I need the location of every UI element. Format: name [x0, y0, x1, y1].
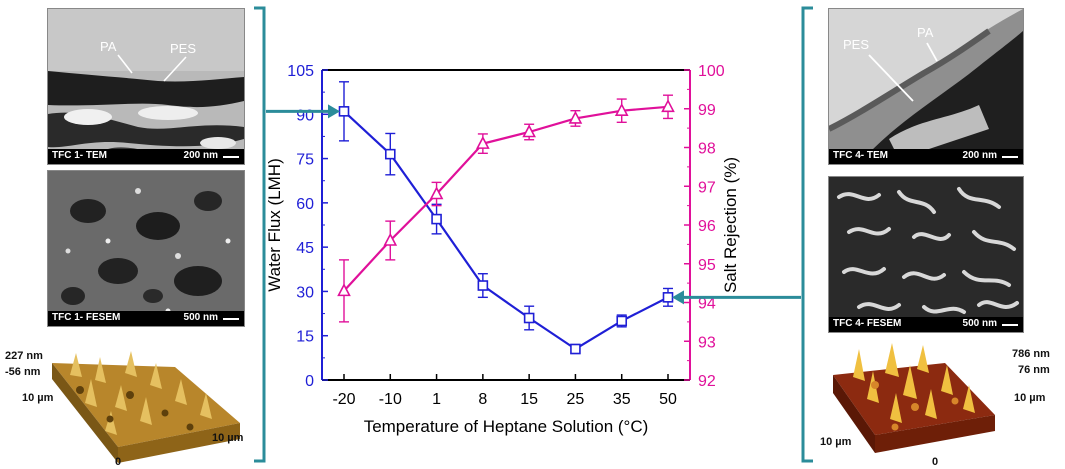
x-tick-label: 50 [659, 391, 677, 408]
pes-label: PES [170, 41, 197, 56]
flux-point [431, 213, 442, 225]
fesem-caption: TFC 4- FESEM 500 nm [829, 317, 1023, 332]
tfc1-afm-surface [52, 351, 240, 463]
tfc1-tem-image: PA PES TFC 1- TEM 200 nm [47, 8, 245, 165]
rejection-point [476, 135, 490, 149]
left-y-tick-label: 105 [287, 63, 314, 80]
tem-texture [829, 9, 1023, 164]
afm-origin-label: 0 [932, 456, 939, 468]
fesem-texture [48, 171, 244, 326]
right-y-tick-label: 99 [698, 102, 716, 119]
left-y-axis-title: Water Flux (LMH) [265, 158, 284, 292]
tem-caption: TFC 1- TEM 200 nm [48, 149, 244, 164]
tfc4-fesem-image: TFC 4- FESEM 500 nm [828, 176, 1024, 333]
x-axis-title: Temperature of Heptane Solution (°C) [364, 417, 649, 436]
tem-arrows [868, 42, 938, 102]
rejection-point [522, 124, 536, 138]
left-y-tick-label: 15 [296, 329, 314, 346]
tem-caption: TFC 4- TEM 200 nm [829, 149, 1023, 164]
rejection-point [429, 186, 444, 200]
left-y-tick-label: 75 [296, 152, 314, 169]
flux-point [338, 106, 350, 117]
rejection-point [337, 283, 351, 297]
flux-point [384, 148, 396, 160]
x-tick-label: 8 [478, 391, 487, 408]
pes-label: PES [843, 37, 870, 52]
x-tick-label: 1 [432, 391, 441, 408]
right-y-tick-label: 98 [698, 141, 716, 158]
right-y-tick-label: 100 [698, 63, 725, 80]
tfc4-tem-image: PES PA TFC 4- TEM 200 nm [828, 8, 1024, 165]
left-connector-arrowhead [328, 104, 340, 119]
right-y-tick-label: 96 [698, 218, 716, 235]
afm-y-label: 10 µm [1014, 392, 1046, 404]
left-y-tick-label: 60 [296, 196, 314, 213]
tem-arrows [117, 54, 187, 82]
x-tick-label: 35 [613, 391, 631, 408]
right-y-tick-label: 94 [698, 296, 716, 313]
pa-label: PA [100, 39, 117, 54]
x-tick-label: -20 [332, 391, 355, 408]
right-bracket [801, 6, 813, 463]
right-y-axis-title: Salt Rejection (%) [721, 157, 740, 293]
left-y-tick-label: 0 [305, 373, 314, 390]
afm-bottom-label: -56 nm [5, 366, 41, 378]
flux-point [616, 315, 628, 327]
left-bracket [254, 6, 266, 463]
flux-point [662, 292, 674, 303]
rejection-point [568, 110, 583, 124]
afm-y-label: 10 µm [22, 392, 54, 404]
tem-texture [48, 9, 244, 164]
rejection-series-line [343, 105, 669, 292]
x-tick-label: 15 [520, 391, 538, 408]
afm-top-label: 786 nm [1012, 348, 1050, 360]
rejection-point [614, 102, 629, 116]
afm-x-label: 10 µm [820, 436, 852, 448]
afm-bottom-label: 76 nm [1018, 364, 1050, 376]
x-tick-label: 25 [567, 391, 585, 408]
pa-label: PA [917, 25, 934, 40]
fesem-texture [829, 177, 1023, 332]
flux-series-line [343, 110, 669, 351]
right-connector-arrowhead [672, 290, 684, 305]
tfc4-afm-surface [833, 343, 995, 453]
afm-x-label: 10 µm [212, 432, 244, 444]
right-y-tick-label: 97 [698, 179, 716, 196]
afm-origin-label: 0 [115, 456, 122, 468]
left-y-tick-label: 45 [296, 240, 314, 257]
flux-point [477, 280, 489, 291]
left-y-tick-label: 30 [296, 284, 314, 301]
tfc1-fesem-image: TFC 1- FESEM 500 nm [47, 170, 245, 327]
flux-point [570, 343, 581, 355]
x-tick-label: -10 [379, 391, 402, 408]
right-y-tick-label: 92 [698, 373, 716, 390]
fesem-caption: TFC 1- FESEM 500 nm [48, 311, 244, 326]
right-y-tick-label: 95 [698, 257, 716, 274]
afm-top-label: 227 nm [5, 350, 43, 362]
right-y-tick-label: 93 [698, 334, 716, 351]
flux-point [523, 312, 535, 324]
rejection-point [661, 99, 675, 113]
rejection-point [383, 232, 398, 246]
